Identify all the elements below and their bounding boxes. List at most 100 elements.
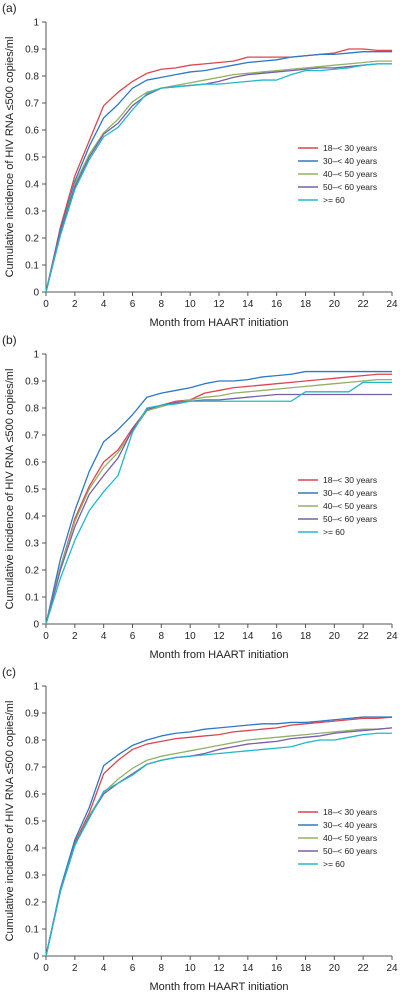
legend-label: >= 60	[323, 859, 345, 869]
chart-svg: (c)00.10.20.30.40.50.60.70.80.910 2 4 6 8 10 1…	[2, 665, 398, 993]
x-tick-label: 22	[358, 631, 370, 642]
y-tick-label: 0	[33, 620, 39, 631]
chart-svg: (b)00.10.20.30.40.50.60.70.80.910 2 4 6 8 10 1…	[2, 333, 398, 661]
x-tick-label: 16	[271, 963, 283, 974]
series-line-1	[45, 48, 392, 293]
y-tick-label: 1	[33, 18, 39, 29]
legend-label: 40–< 50 years	[323, 169, 377, 179]
series-line-2	[45, 370, 392, 625]
legend-label: >= 60	[323, 195, 345, 205]
series-line-5	[45, 381, 392, 625]
y-tick-label: 0.4	[25, 512, 39, 523]
x-tick-label: 4	[101, 631, 107, 642]
x-tick-label: 18	[300, 299, 312, 310]
y-tick-label: 0.6	[25, 458, 39, 469]
y-tick-label: 0.8	[25, 72, 39, 83]
y-tick-label: 0.7	[25, 763, 39, 774]
x-tick-label: 22	[358, 963, 370, 974]
y-tick-label: 0.5	[25, 485, 39, 496]
x-tick-label: 22	[358, 299, 370, 310]
y-tick-label: 0.8	[25, 736, 39, 747]
panel-label: (b)	[2, 333, 17, 347]
y-tick-label: 0.9	[25, 45, 39, 56]
x-tick-label: 24	[386, 631, 398, 642]
legend-label: 30–< 40 years	[323, 156, 377, 166]
x-tick-label: 20	[329, 631, 341, 642]
y-tick-label: 1	[33, 682, 39, 693]
x-tick-label: 2	[72, 299, 78, 310]
series-line-2	[45, 716, 392, 957]
x-tick-label: 10	[185, 631, 197, 642]
x-tick-label: 6	[130, 299, 136, 310]
x-tick-label: 20	[329, 963, 341, 974]
x-tick-label: 18	[300, 963, 312, 974]
y-tick-label: 0.4	[25, 844, 39, 855]
legend-label: 18–< 30 years	[323, 475, 377, 485]
series-line-5	[45, 732, 392, 957]
legend-label: 30–< 40 years	[323, 820, 377, 830]
x-tick-label: 12	[213, 631, 225, 642]
legend-label: 18–< 30 years	[323, 807, 377, 817]
series-line-4	[45, 727, 393, 957]
y-tick-label: 0.7	[25, 99, 39, 110]
x-tick-label: 0	[43, 299, 49, 310]
x-tick-label: 0	[43, 963, 49, 974]
y-tick-label: 0.2	[25, 898, 39, 909]
y-tick-label: 0	[33, 288, 39, 299]
x-tick-label: 10	[185, 963, 197, 974]
y-tick-label: 0.1	[25, 925, 39, 936]
y-tick-label: 0.9	[25, 709, 39, 720]
x-tick-label: 16	[271, 299, 283, 310]
legend-label: 18–< 30 years	[323, 143, 377, 153]
x-tick-label: 14	[242, 299, 254, 310]
x-tick-label: 16	[271, 631, 283, 642]
x-tick-label: 6	[130, 631, 136, 642]
y-tick-label: 0.3	[25, 871, 39, 882]
series-line-1	[45, 373, 392, 625]
x-tick-label: 8	[159, 963, 165, 974]
y-tick-label: 0.5	[25, 817, 39, 828]
legend-label: 50–< 60 years	[323, 846, 377, 856]
y-tick-label: 0.1	[25, 261, 39, 272]
series-line-5	[45, 63, 392, 293]
x-axis-title: Month from HAART initiation	[150, 317, 289, 329]
y-tick-label: 0	[33, 952, 39, 963]
x-tick-label: 20	[329, 299, 341, 310]
y-axis-title: Cumulative incidence of HIV RNA ≤500 cop…	[4, 37, 16, 278]
y-tick-label: 0.8	[25, 404, 39, 415]
series-line-4	[45, 393, 392, 625]
chart-svg: (a)00.10.20.30.40.50.60.70.80.910 2 4 6 8 10 1…	[2, 1, 398, 329]
y-tick-label: 0.9	[25, 377, 39, 388]
x-tick-label: 12	[213, 963, 225, 974]
x-axis-title: Month from HAART initiation	[150, 649, 289, 661]
legend-label: 50–< 60 years	[323, 514, 377, 524]
x-tick-label: 24	[386, 963, 398, 974]
panel-label: (a)	[2, 1, 17, 15]
legend-label: 40–< 50 years	[323, 501, 377, 511]
series-line-4	[45, 63, 392, 293]
x-tick-label: 12	[213, 299, 225, 310]
x-tick-label: 6	[130, 963, 136, 974]
y-tick-label: 0.5	[25, 153, 39, 164]
y-tick-label: 0.6	[25, 790, 39, 801]
y-tick-label: 0.3	[25, 207, 39, 218]
series-line-3	[45, 379, 392, 625]
series-line-1	[45, 716, 393, 957]
x-tick-label: 24	[386, 299, 398, 310]
panel-label: (c)	[2, 665, 16, 679]
legend-label: >= 60	[323, 527, 345, 537]
chart-panel-c: (c) 0 0.1 0.2 0.3 0.4 0.5 0.6 0.7 0.8 0.9 1 0 2 4 6 8 10 1…	[0, 664, 400, 994]
series-line-3	[45, 60, 392, 293]
x-tick-label: 4	[101, 299, 107, 310]
y-tick-label: 0.6	[25, 126, 39, 137]
legend-label: 30–< 40 years	[323, 488, 377, 498]
x-tick-label: 18	[300, 631, 312, 642]
y-tick-label: 0.1	[25, 593, 39, 604]
x-tick-label: 4	[101, 963, 107, 974]
x-tick-label: 14	[242, 631, 254, 642]
x-tick-label: 2	[72, 631, 78, 642]
series-line-2	[45, 51, 392, 293]
x-tick-label: 0	[43, 631, 49, 642]
y-tick-label: 0.7	[25, 431, 39, 442]
y-tick-label: 0.4	[25, 180, 39, 191]
